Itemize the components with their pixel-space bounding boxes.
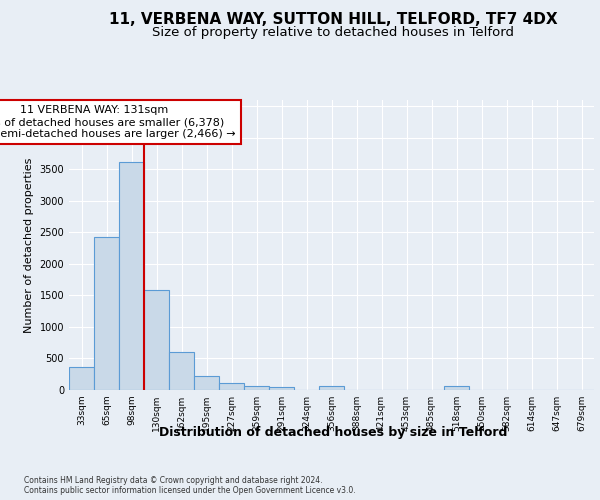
Y-axis label: Number of detached properties: Number of detached properties (24, 158, 34, 332)
Bar (269, 388, 294, 390)
Bar (444, 386, 469, 390)
Text: 11 VERBENA WAY: 131sqm
← 72% of detached houses are smaller (6,378)
28% of semi-: 11 VERBENA WAY: 131sqm ← 72% of detached… (0, 106, 236, 138)
Text: Size of property relative to detached houses in Telford: Size of property relative to detached ho… (152, 26, 514, 39)
Text: 11, VERBENA WAY, SUTTON HILL, TELFORD, TF7 4DX: 11, VERBENA WAY, SUTTON HILL, TELFORD, T… (109, 12, 557, 28)
Bar (94, 238, 119, 390)
Bar (244, 386, 269, 390)
Text: Distribution of detached houses by size in Telford: Distribution of detached houses by size … (159, 426, 507, 439)
Bar (69, 366, 94, 390)
Bar (319, 386, 344, 390)
Bar (194, 376, 219, 390)
Bar (169, 352, 194, 390)
Bar (119, 162, 144, 390)
Bar (219, 383, 244, 390)
Text: Contains HM Land Registry data © Crown copyright and database right 2024.
Contai: Contains HM Land Registry data © Crown c… (24, 476, 356, 495)
Bar (144, 290, 169, 390)
